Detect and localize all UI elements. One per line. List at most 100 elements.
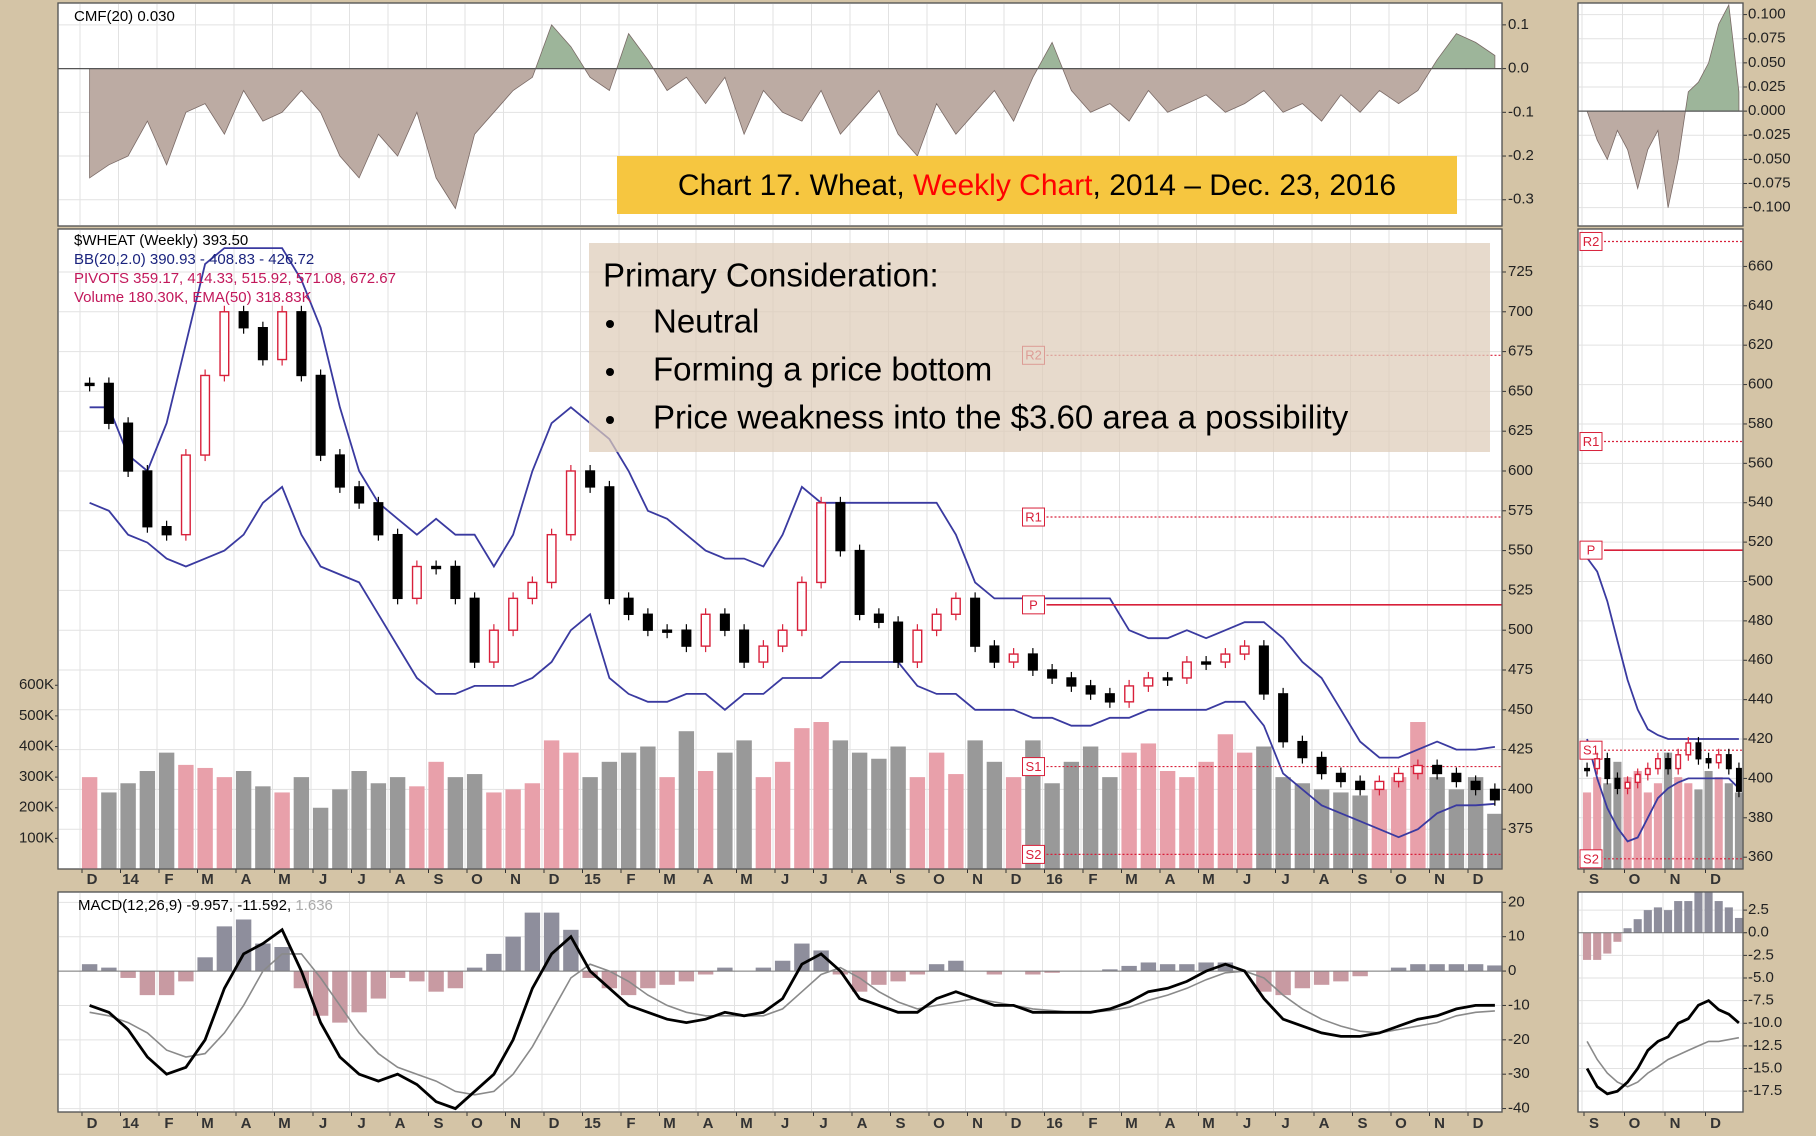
pivot-label: S1: [1583, 743, 1599, 758]
x-tick-label: 16: [1046, 871, 1063, 888]
x-tick-label: J: [357, 1115, 365, 1132]
macd-histogram: [1674, 901, 1683, 933]
y-tick-label: 500: [1748, 572, 1773, 589]
candle: [816, 502, 827, 584]
candle: [1393, 772, 1404, 783]
macd-histogram: [1275, 971, 1291, 996]
y-tick-label: 675: [1508, 343, 1533, 360]
bollinger-band: [89, 247, 1496, 759]
macd-histogram: [1313, 971, 1330, 985]
x-tick-label: D: [1011, 1115, 1022, 1132]
panel-frame: [1577, 228, 1744, 870]
x-tick-label: S: [895, 871, 905, 888]
macd-histogram: [1613, 932, 1622, 942]
candle: [450, 565, 461, 600]
x-tick-label: M: [1125, 1115, 1138, 1132]
candle: [1614, 777, 1621, 789]
x-tick-label: D: [1011, 871, 1022, 888]
panel-background: [1577, 228, 1744, 870]
x-tick-label: D: [87, 1115, 98, 1132]
macd-histogram: [1653, 907, 1662, 933]
volume-bar: [235, 771, 252, 869]
x-tick-label: N: [972, 1115, 983, 1132]
macd-histogram: [197, 957, 213, 972]
candle: [296, 311, 307, 377]
x-tick-label: 14: [122, 871, 139, 888]
candle: [604, 486, 615, 600]
macd-line: [1585, 998, 1740, 1096]
candle: [354, 486, 365, 504]
macd-histogram: [389, 971, 406, 978]
pivot-tag: [1022, 507, 1045, 527]
macd-histogram: [1664, 910, 1673, 933]
macd-histogram: [697, 971, 714, 975]
x-tick-label: A: [241, 871, 252, 888]
y-tick-label: 400: [1748, 769, 1773, 786]
y-tick-label: -7.5: [1748, 992, 1774, 1009]
macd-histogram: [928, 964, 945, 972]
macd-histogram: [178, 971, 194, 982]
pivot-label: R2: [1583, 234, 1600, 249]
volume-bar: [678, 731, 695, 869]
x-tick-label: A: [1165, 871, 1176, 888]
y-tick-label: 0.100: [1748, 6, 1786, 23]
volume-bar: [640, 746, 656, 869]
candle: [758, 645, 769, 663]
volume-bar: [1275, 777, 1291, 869]
volume-bar: [1159, 771, 1176, 869]
candle: [1604, 758, 1611, 780]
candle: [681, 629, 692, 647]
y-tick-label: 560: [1748, 454, 1773, 471]
volume-bar: [389, 777, 406, 869]
y-tick-label: 0.025: [1748, 78, 1786, 95]
macd-histogram: [1724, 907, 1733, 933]
x-tick-label: 16: [1046, 1115, 1063, 1132]
y-tick-label: 0.075: [1748, 30, 1786, 47]
volume-bar: [813, 722, 829, 869]
candle: [431, 565, 442, 570]
volume-bar: [524, 783, 541, 869]
y-tick-label: -40: [1508, 1100, 1530, 1117]
x-tick-label: J: [1281, 1115, 1289, 1132]
volume-bar: [1714, 777, 1723, 869]
candle: [277, 311, 288, 361]
candle: [1685, 742, 1692, 756]
volume-bar: [1352, 795, 1368, 869]
pivot-label: S1: [1026, 759, 1042, 774]
x-tick-label: F: [164, 871, 173, 888]
pivot-label: R1: [1025, 509, 1042, 524]
y-tick-label: -5.0: [1748, 969, 1774, 986]
y-tick-label: 650: [1508, 382, 1533, 399]
volume-bar: [890, 746, 906, 869]
signal-line: [1586, 1036, 1740, 1088]
candle: [1654, 758, 1661, 770]
y-tick-label: -10.0: [1748, 1014, 1782, 1031]
volume-bar: [1256, 746, 1272, 869]
candle: [719, 613, 730, 631]
candle: [1725, 754, 1732, 770]
volume-bar: [1674, 777, 1683, 869]
bullet-dot: [606, 320, 614, 328]
candle: [103, 382, 114, 424]
candle: [180, 454, 191, 536]
macd-histogram: [1294, 971, 1311, 989]
volume-bar: [1044, 783, 1060, 869]
y-tick-label: 520: [1748, 533, 1773, 550]
candle: [1665, 758, 1672, 770]
x-tick-label: J: [781, 871, 789, 888]
pivot-tag: [1579, 231, 1603, 251]
x-tick-label: M: [278, 1115, 291, 1132]
candle: [1715, 754, 1722, 764]
volume-tick-label: 300K: [19, 768, 54, 785]
x-tick-label: S: [1589, 1115, 1599, 1132]
volume-bar: [909, 777, 926, 869]
cmf-area: [89, 68, 1496, 210]
macd-histogram: [1448, 964, 1465, 972]
volume-bar: [81, 777, 98, 869]
volume-bar: [505, 789, 521, 869]
volume-bar: [1179, 777, 1195, 869]
candle: [1162, 677, 1173, 681]
volume-tick-label: 400K: [19, 737, 54, 754]
legend-entry: PIVOTS 359.17, 414.33, 515.92, 571.08, 6…: [74, 270, 396, 287]
